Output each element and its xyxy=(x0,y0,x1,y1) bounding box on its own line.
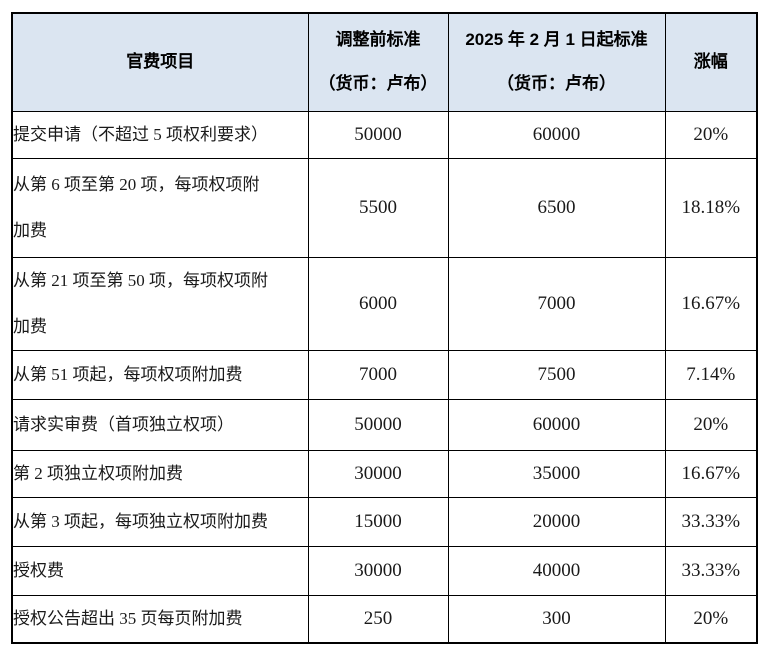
cell-before-value: 50000 xyxy=(307,398,449,451)
header-cell-increase: 涨幅 xyxy=(664,12,758,112)
cell-after-value: 20000 xyxy=(447,496,666,547)
cell-fee-item: 请求实审费（首项独立权项） xyxy=(11,398,309,451)
cell-fee-item: 从第 3 项起，每项独立权项附加费 xyxy=(11,496,309,547)
cell-after-value: 6500 xyxy=(447,157,666,258)
cell-increase-value: 33.33% xyxy=(664,545,758,596)
cell-before-value: 30000 xyxy=(307,545,449,596)
cell-increase-value: 16.67% xyxy=(664,256,758,351)
cell-fee-item: 从第 6 项至第 20 项，每项权项附 加费 xyxy=(11,157,309,258)
header-sublabel: （货币：卢布） xyxy=(318,74,438,94)
cell-increase-value: 20% xyxy=(664,398,758,451)
header-label: 涨幅 xyxy=(693,52,728,72)
table-row: 请求实审费（首项独立权项） 50000 60000 20% xyxy=(11,398,758,451)
cell-fee-item: 授权费 xyxy=(11,545,309,596)
table-row: 从第 3 项起，每项独立权项附加费 15000 20000 33.33% xyxy=(11,496,758,547)
cell-before-value: 5500 xyxy=(307,157,449,258)
table-row: 授权公告超出 35 页每页附加费 250 300 20% xyxy=(11,594,758,643)
cell-after-value: 60000 xyxy=(447,398,666,451)
cell-fee-item: 提交申请（不超过 5 项权利要求） xyxy=(11,110,309,159)
cell-after-value: 60000 xyxy=(447,110,666,159)
cell-after-value: 7500 xyxy=(447,349,666,400)
cell-after-value: 40000 xyxy=(447,545,666,596)
cell-before-value: 250 xyxy=(307,594,449,643)
table-row: 授权费 30000 40000 33.33% xyxy=(11,545,758,596)
table-row: 从第 21 项至第 50 项，每项权项附 加费 6000 7000 16.67% xyxy=(11,256,758,351)
cell-fee-item: 从第 51 项起，每项权项附加费 xyxy=(11,349,309,400)
cell-fee-item: 从第 21 项至第 50 项，每项权项附 加费 xyxy=(11,256,309,351)
cell-fee-item: 授权公告超出 35 页每页附加费 xyxy=(11,594,309,643)
cell-before-value: 7000 xyxy=(307,349,449,400)
cell-increase-value: 20% xyxy=(664,110,758,159)
header-label: 调整前标准 xyxy=(335,30,421,50)
table-row: 从第 6 项至第 20 项，每项权项附 加费 5500 6500 18.18% xyxy=(11,157,758,258)
cell-before-value: 6000 xyxy=(307,256,449,351)
cell-increase-value: 33.33% xyxy=(664,496,758,547)
cell-increase-value: 16.67% xyxy=(664,449,758,498)
cell-fee-item: 第 2 项独立权项附加费 xyxy=(11,449,309,498)
cell-increase-value: 20% xyxy=(664,594,758,643)
table-row: 提交申请（不超过 5 项权利要求） 50000 60000 20% xyxy=(11,110,758,159)
header-sublabel: （货币：卢布） xyxy=(497,74,616,94)
cell-after-value: 35000 xyxy=(447,449,666,498)
cell-after-value: 300 xyxy=(447,594,666,643)
cell-increase-value: 18.18% xyxy=(664,157,758,258)
table-row: 第 2 项独立权项附加费 30000 35000 16.67% xyxy=(11,449,758,498)
cell-before-value: 50000 xyxy=(307,110,449,159)
header-cell-fee-item: 官费项目 xyxy=(11,12,309,112)
header-cell-after-standard: 2025 年 2 月 1 日起标准 （货币：卢布） xyxy=(447,12,666,112)
fee-table: 官费项目 调整前标准 （货币：卢布） 2025 年 2 月 1 日起标准 （货币… xyxy=(11,12,758,644)
cell-before-value: 15000 xyxy=(307,496,449,547)
header-cell-before-standard: 调整前标准 （货币：卢布） xyxy=(307,12,449,112)
cell-increase-value: 7.14% xyxy=(664,349,758,400)
header-label: 官费项目 xyxy=(126,52,195,72)
cell-before-value: 30000 xyxy=(307,449,449,498)
table-row: 从第 51 项起，每项权项附加费 7000 7500 7.14% xyxy=(11,349,758,400)
table-header-row: 官费项目 调整前标准 （货币：卢布） 2025 年 2 月 1 日起标准 （货币… xyxy=(11,12,758,112)
header-label: 2025 年 2 月 1 日起标准 xyxy=(465,30,648,50)
cell-after-value: 7000 xyxy=(447,256,666,351)
